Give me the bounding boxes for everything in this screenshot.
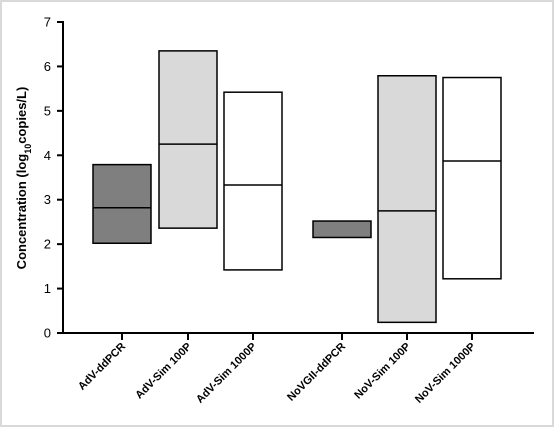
y-tick-label: 0 bbox=[44, 326, 51, 341]
y-tick-label: 7 bbox=[44, 15, 51, 30]
range-bar bbox=[442, 76, 502, 280]
x-tick-label: AdV-ddPCR bbox=[76, 341, 128, 393]
y-axis-title-subscript: 10 bbox=[23, 144, 33, 154]
y-tick-label: 6 bbox=[44, 59, 51, 74]
x-tick-label: AdV-Sim 100P bbox=[133, 341, 194, 402]
range-bar bbox=[312, 220, 372, 239]
y-tick-label: 3 bbox=[44, 192, 51, 207]
range-bar bbox=[377, 75, 437, 324]
y-tick-label: 5 bbox=[44, 103, 51, 118]
y-axis-title: Concentration (log10copies/L) bbox=[14, 87, 33, 270]
x-tick-label: NoV-Sim 100P bbox=[352, 341, 413, 402]
x-tick-label: NoVGII-ddPCR bbox=[285, 341, 348, 404]
y-tick-label: 4 bbox=[44, 148, 51, 163]
boxes-layer bbox=[92, 50, 502, 324]
range-bar bbox=[158, 50, 218, 229]
y-tick-label: 1 bbox=[44, 281, 51, 296]
x-tick-label: NoV-Sim 1000P bbox=[413, 341, 478, 406]
y-axis-title-part-1: Concentration (log bbox=[14, 154, 29, 270]
y-axis-title-part-2: copies/L) bbox=[14, 87, 29, 144]
range-bar bbox=[223, 91, 283, 271]
range-bar bbox=[92, 163, 152, 245]
y-tick-label: 2 bbox=[44, 237, 51, 252]
x-tick-label: AdV-Sim 1000P bbox=[194, 341, 259, 406]
